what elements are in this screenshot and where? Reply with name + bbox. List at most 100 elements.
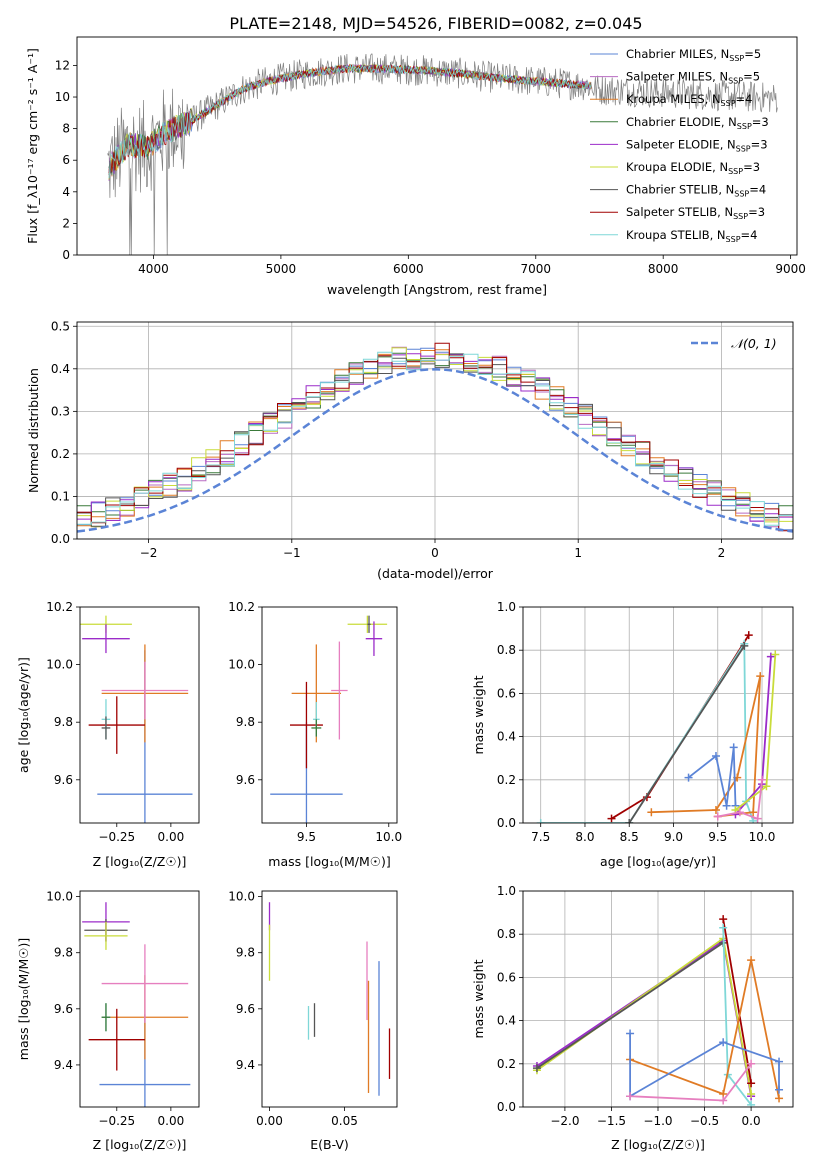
x-tick-label: 2 bbox=[718, 546, 726, 560]
x-axis-label: age [log₁₀(age/yr)] bbox=[600, 854, 716, 869]
y-tick-label: 10 bbox=[55, 90, 70, 104]
y-tick-label: 0.4 bbox=[497, 730, 516, 744]
data-point-marker bbox=[532, 1064, 541, 1073]
x-tick-label: 10.0 bbox=[749, 830, 776, 844]
data-point-marker bbox=[625, 819, 634, 823]
x-tick-label: 0.00 bbox=[256, 1114, 283, 1128]
legend-entry: 𝒩(0, 1) bbox=[731, 336, 777, 351]
x-tick-label: −2 bbox=[140, 546, 158, 560]
spectrum-data-line bbox=[107, 53, 778, 255]
panel-2: −0.25 0.00 9.6 9.8 10.0 10.2 Z [log₁₀(Z/Z☉)] ag… bbox=[16, 600, 200, 869]
y-tick-label: 9.4 bbox=[236, 1058, 255, 1072]
data-point-marker bbox=[756, 672, 765, 681]
data-point-marker bbox=[735, 808, 744, 817]
x-tick-label: 1 bbox=[574, 546, 582, 560]
x-tick-label: 9000 bbox=[775, 262, 806, 276]
plot-area bbox=[82, 902, 191, 1107]
data-point-marker bbox=[711, 806, 720, 815]
data-point-marker bbox=[749, 816, 758, 823]
legend-entry: Chabrier STELIB, NSSP=4 bbox=[626, 183, 766, 199]
model-line-salpeter-stelib bbox=[108, 64, 592, 174]
data-point-marker bbox=[747, 956, 756, 965]
series-line bbox=[651, 675, 762, 818]
x-tick-label: 8.5 bbox=[620, 830, 639, 844]
y-tick-label: 9.8 bbox=[236, 946, 255, 960]
x-tick-label: −1 bbox=[283, 546, 301, 560]
x-tick-label: 9.5 bbox=[708, 830, 727, 844]
series-line bbox=[722, 918, 752, 1084]
data-point-marker bbox=[719, 915, 728, 924]
data-point-marker bbox=[607, 814, 616, 823]
data-point-marker bbox=[626, 1092, 635, 1101]
series-line bbox=[536, 939, 752, 1097]
x-axis-label: E(B-V) bbox=[310, 1137, 349, 1152]
data-point-marker bbox=[771, 650, 780, 659]
y-tick-label: 0.2 bbox=[497, 1057, 516, 1071]
y-tick-label: 10.0 bbox=[228, 658, 255, 672]
x-tick-label: −0.5 bbox=[690, 1114, 719, 1128]
data-point-marker bbox=[740, 641, 749, 650]
y-tick-label: 10.0 bbox=[46, 658, 73, 672]
plot-area bbox=[523, 607, 793, 823]
y-tick-label: 0.4 bbox=[51, 362, 70, 376]
y-tick-label: 0.8 bbox=[497, 927, 516, 941]
axes-frame bbox=[79, 606, 200, 824]
x-tick-label: 8000 bbox=[648, 262, 679, 276]
x-tick-label: −0.25 bbox=[98, 830, 135, 844]
axes-frame bbox=[76, 321, 794, 540]
x-tick-label: 8.0 bbox=[575, 830, 594, 844]
y-tick-label: 0.0 bbox=[51, 532, 70, 546]
legend: Chabrier MILES, NSSP=5 Salpeter MILES, NS… bbox=[590, 47, 769, 244]
plot-area bbox=[268, 902, 391, 1096]
figure-title: PLATE=2148, MJD=54526, FIBERID=0082, z=0… bbox=[229, 14, 642, 33]
data-point-marker bbox=[719, 1096, 728, 1105]
series-line bbox=[628, 645, 746, 823]
y-axis-label: mass weight bbox=[471, 959, 486, 1038]
y-tick-label: 0.2 bbox=[51, 447, 70, 461]
y-axis-label: mass [log₁₀(M/M☉)] bbox=[16, 938, 31, 1060]
histogram-step bbox=[77, 351, 793, 526]
x-tick-label: −1.0 bbox=[643, 1114, 672, 1128]
y-tick-label: 10.2 bbox=[228, 600, 255, 614]
y-tick-label: 0.6 bbox=[497, 970, 516, 984]
y-tick-label: 1.0 bbox=[497, 600, 516, 614]
histogram-step bbox=[77, 352, 793, 519]
legend-entry: Chabrier ELODIE, NSSP=3 bbox=[626, 115, 769, 131]
panel-7: −2.0 −1.5 −1.0 −0.5 0.0 0.0 0.2 0.4 0.6 0.8 1.0 Z [… bbox=[471, 884, 794, 1152]
x-tick-label: 0.00 bbox=[158, 1114, 185, 1128]
y-tick-label: 0.0 bbox=[497, 1100, 516, 1114]
x-tick-label: 7000 bbox=[520, 262, 551, 276]
y-tick-label: 10.2 bbox=[46, 600, 73, 614]
series-line bbox=[717, 779, 763, 820]
data-point-marker bbox=[626, 1029, 635, 1038]
legend-entry: Kroupa STELIB, NSSP=4 bbox=[626, 228, 757, 244]
legend-entry: Salpeter MILES, NSSP=5 bbox=[626, 70, 760, 86]
data-point-marker bbox=[762, 782, 771, 791]
panel-3: 9.5 10.0 9.6 9.8 10.0 10.2 mass [log₁₀(M/M☉)] bbox=[228, 600, 402, 869]
y-axis-label: age [log₁₀(age/yr)] bbox=[16, 657, 31, 773]
y-tick-label: 9.6 bbox=[236, 1002, 255, 1016]
axes-frame bbox=[76, 36, 798, 256]
y-tick-label: 0.0 bbox=[497, 816, 516, 830]
x-tick-label: 6000 bbox=[393, 262, 424, 276]
data-point-marker bbox=[758, 775, 767, 784]
data-point-marker bbox=[747, 1079, 756, 1088]
y-tick-label: 0.4 bbox=[497, 1014, 516, 1028]
y-tick-label: 2 bbox=[62, 216, 70, 230]
y-tick-label: 9.6 bbox=[236, 773, 255, 787]
data-point-marker bbox=[744, 631, 753, 640]
series-line bbox=[536, 936, 752, 1095]
x-axis-label: Z [log₁₀(Z/Z☉)] bbox=[93, 1137, 187, 1152]
x-tick-label: 4000 bbox=[138, 262, 169, 276]
data-point-marker bbox=[729, 743, 738, 752]
y-tick-label: 9.6 bbox=[54, 773, 73, 787]
data-point-marker bbox=[747, 1090, 756, 1099]
x-tick-label: 0.00 bbox=[158, 830, 185, 844]
axes-frame bbox=[261, 606, 398, 824]
data-point-marker bbox=[713, 812, 722, 821]
y-tick-label: 0.2 bbox=[497, 773, 516, 787]
data-point-marker bbox=[747, 1100, 756, 1107]
y-tick-label: 10.0 bbox=[46, 890, 73, 904]
x-axis-label: mass [log₁₀(M/M☉)] bbox=[268, 854, 390, 869]
